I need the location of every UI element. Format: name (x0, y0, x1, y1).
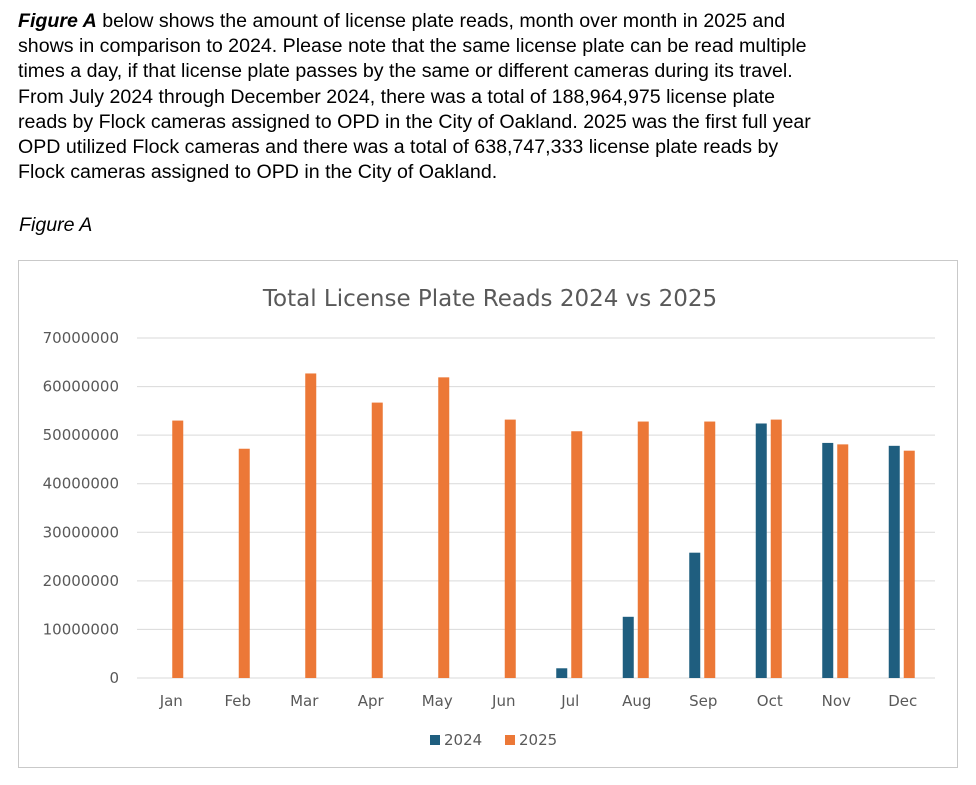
bar-2024-aug (622, 616, 634, 678)
bar-2025-jun (504, 419, 516, 678)
bar-2025-dec (903, 450, 915, 678)
bar-2025-oct (770, 419, 782, 678)
x-axis-labels: Jan Feb Mar Apr May Jun Jul Aug Sep Oct Nov Dec (159, 692, 918, 710)
y-tick-label: 20000000 (43, 572, 119, 590)
bar-2024-jul (556, 668, 568, 678)
y-tick-label: 50000000 (43, 426, 119, 444)
paragraph-line-4: From July 2024 through December 2024, th… (18, 85, 775, 108)
legend-label-2025: 2025 (519, 731, 557, 749)
y-axis-labels: 0 10000000 20000000 30000000 40000000 5000000… (43, 329, 119, 687)
legend-label-2024: 2024 (444, 731, 482, 749)
bars (172, 373, 915, 678)
x-tick-label: Dec (888, 692, 917, 710)
legend: 2024 2025 (430, 731, 557, 749)
paragraph-line-6: OPD utilized Flock cameras and there was… (18, 136, 779, 159)
legend-swatch-2024 (430, 735, 440, 745)
y-tick-label: 40000000 (43, 475, 119, 493)
chart-title: Total License Plate Reads 2024 vs 2025 (262, 286, 717, 312)
y-tick-label: 60000000 (43, 378, 119, 396)
legend-swatch-2025 (505, 735, 515, 745)
chart-frame: Total License Plate Reads 2024 vs 2025 0… (18, 260, 958, 768)
bar-chart: Total License Plate Reads 2024 vs 2025 0… (43, 286, 935, 749)
y-tick-label: 70000000 (43, 329, 119, 347)
x-tick-label: Sep (689, 692, 717, 710)
gridlines (137, 337, 935, 679)
paragraph-line-3: times a day, if that license plate passe… (18, 60, 793, 83)
bar-2025-nov (837, 444, 849, 678)
x-tick-label: Mar (290, 692, 319, 710)
y-tick-label: 10000000 (43, 620, 119, 638)
bar-2025-feb (238, 448, 250, 678)
x-tick-label: Jul (560, 692, 579, 710)
x-tick-label: May (422, 692, 453, 710)
x-tick-label: Jan (159, 692, 183, 710)
figure-reference: Figure A (18, 10, 97, 32)
bar-2024-oct (755, 423, 767, 678)
paragraph-line-7: Flock cameras assigned to OPD in the Cit… (18, 161, 498, 184)
x-tick-label: Jun (491, 692, 515, 710)
x-tick-label: Oct (757, 692, 783, 710)
x-tick-label: Feb (224, 692, 251, 710)
bar-2024-nov (822, 442, 834, 678)
bar-2025-mar (305, 373, 317, 678)
bar-2025-apr (371, 402, 383, 678)
x-tick-label: Aug (622, 692, 651, 710)
x-tick-label: Apr (358, 692, 385, 710)
paragraph-line-5: reads by Flock cameras assigned to OPD i… (18, 110, 811, 133)
paragraph-line-1: Figure A below shows the amount of licen… (18, 9, 963, 34)
bar-2025-jan (172, 420, 184, 678)
bar-2025-may (438, 377, 450, 678)
y-tick-label: 30000000 (43, 523, 119, 541)
bar-2025-jul (571, 431, 583, 678)
intro-paragraph: Figure A below shows the amount of licen… (18, 9, 963, 185)
bar-2025-sep (704, 421, 716, 678)
bar-2024-sep (689, 552, 701, 678)
paragraph-line-2: shows in comparison to 2024. Please note… (18, 35, 807, 58)
paragraph-line-1-text: below shows the amount of license plate … (96, 10, 786, 32)
y-tick-label: 0 (109, 669, 119, 687)
x-tick-label: Nov (822, 692, 851, 710)
bar-2024-dec (888, 445, 900, 678)
figure-caption: Figure A (19, 214, 93, 236)
bar-2025-aug (637, 421, 649, 678)
